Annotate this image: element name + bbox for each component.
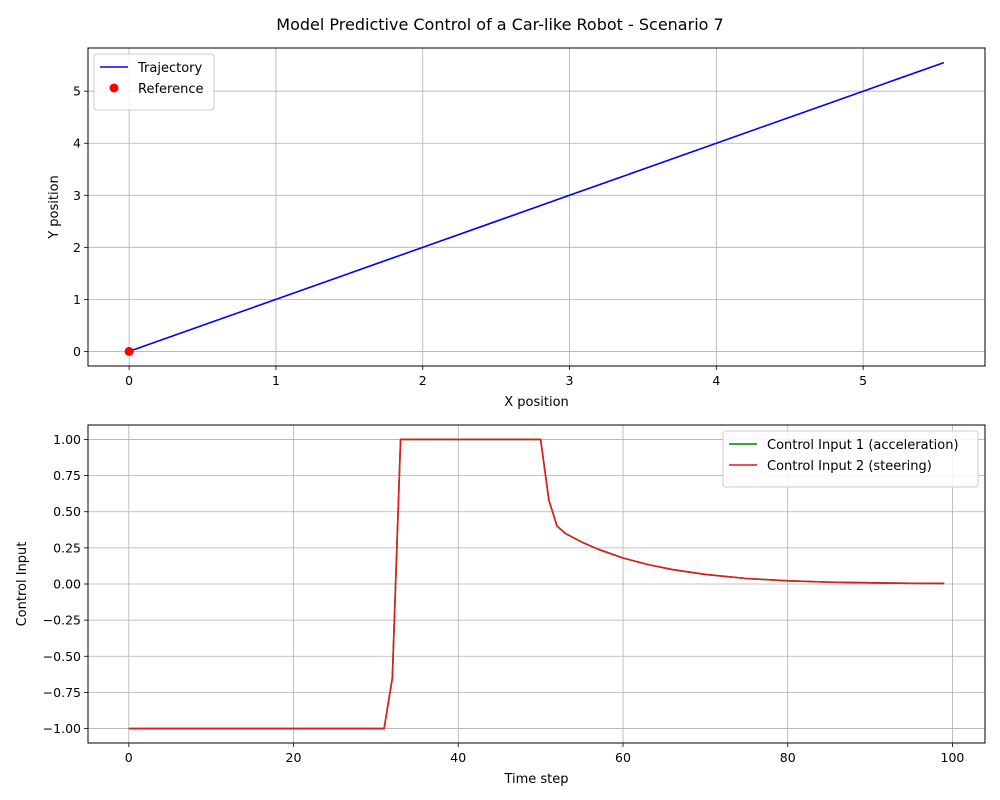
trajectory-y-tick-label: 2: [73, 240, 81, 255]
control-input-control-input-2-steering-line: [128, 438, 945, 730]
control-input-y-tick-label: 0.00: [53, 577, 81, 592]
control-input-legend: Control Input 1 (acceleration) Control In…: [722, 430, 979, 488]
trajectory-y-tick-label: 0: [73, 344, 81, 359]
control-input-y-tick-label: 0.50: [53, 504, 81, 519]
control-input-series: [128, 438, 945, 730]
trajectory-y-axis-label: Y position: [47, 175, 62, 240]
control-input-y-axis-label: Control Input: [15, 542, 30, 627]
control-input-x-tick-label: 0: [125, 750, 133, 765]
control-input-y-tick-label: 1.00: [53, 432, 81, 447]
trajectory-x-tick-label: 5: [859, 373, 867, 388]
trajectory-y-tick-label: 3: [73, 188, 81, 203]
trajectory-axes-frame: [87, 47, 986, 367]
control-input-x-tick-label: 80: [780, 750, 796, 765]
trajectory-legend-marker: [109, 83, 119, 93]
trajectory-x-axis-label: X position: [504, 395, 569, 410]
trajectory-y-tick-label: 1: [73, 292, 81, 307]
control-input-x-tick-label: 100: [941, 750, 965, 765]
trajectory-grid: [88, 48, 985, 366]
trajectory-legend-label: Trajectory: [137, 61, 202, 76]
trajectory-ticks: 0 1 2 3 4 5 0 1 2 3 4 5: [73, 84, 867, 388]
control-input-x-tick-label: 60: [615, 750, 631, 765]
control-input-y-tick-label: 0.25: [53, 540, 81, 555]
control-input-ticks: 0 20 40 60 80 100 −1.00 −0.75 −0.50 −0.25 0.00 0.25…: [43, 432, 965, 765]
trajectory-x-tick-label: 1: [272, 373, 280, 388]
trajectory-x-tick-label: 4: [712, 373, 720, 388]
trajectory-legend: Trajectory Reference: [93, 53, 215, 111]
control-input-y-tick-label: −1.00: [43, 721, 81, 736]
trajectory-legend-label: Reference: [138, 82, 203, 97]
figure-title: Model Predictive Control of a Car-like R…: [276, 15, 723, 34]
control-input-legend-label: Control Input 1 (acceleration): [767, 438, 959, 453]
trajectory-x-tick-label: 3: [566, 373, 574, 388]
trajectory-reference-point: [124, 346, 134, 356]
trajectory-legend-box: [93, 53, 215, 111]
trajectory-plot: 0 1 2 3 4 5 0 1 2 3 4 5 X position Y position Traje…: [47, 47, 986, 410]
control-input-plot: 0 20 40 60 80 100 −1.00 −0.75 −0.50 −0.25 0.00 0.25…: [15, 424, 986, 787]
control-input-y-tick-label: 0.75: [53, 468, 81, 483]
trajectory-series: [124, 61, 945, 356]
control-input-y-tick-label: −0.25: [43, 613, 81, 628]
control-input-legend-box: [722, 430, 979, 488]
control-input-y-tick-label: −0.50: [43, 649, 81, 664]
trajectory-x-tick-label: 2: [419, 373, 427, 388]
control-input-x-axis-label: Time step: [503, 772, 568, 787]
trajectory-y-tick-label: 5: [73, 84, 81, 99]
trajectory-x-tick-label: 0: [125, 373, 133, 388]
control-input-y-tick-label: −0.75: [43, 685, 81, 700]
trajectory-trajectory-line: [128, 61, 945, 353]
trajectory-y-tick-label: 4: [73, 136, 81, 151]
control-input-legend-label: Control Input 2 (steering): [767, 459, 932, 474]
control-input-x-tick-label: 20: [286, 750, 302, 765]
control-input-x-tick-label: 40: [450, 750, 466, 765]
